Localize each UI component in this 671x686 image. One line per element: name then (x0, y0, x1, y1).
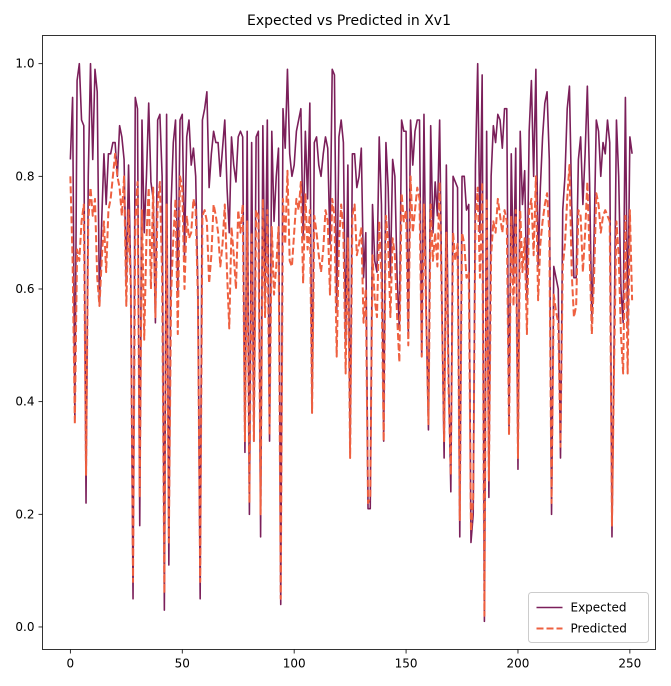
x-axis: 0 50 100 150 200 250 (67, 649, 641, 671)
x-tick-label: 200 (507, 657, 530, 671)
x-tick-label: 0 (67, 657, 75, 671)
legend-label-expected: Expected (571, 601, 627, 615)
y-tick-label: 1.0 (15, 57, 34, 71)
y-tick-label: 0.2 (15, 507, 34, 521)
x-tick-label: 100 (283, 657, 306, 671)
legend-box (528, 592, 649, 643)
chart-title: Expected vs Predicted in Xv1 (247, 13, 451, 29)
legend: Expected Predicted (528, 592, 649, 643)
y-tick-label: 0.4 (15, 395, 34, 409)
x-tick-label: 250 (618, 657, 641, 671)
legend-label-predicted: Predicted (571, 622, 627, 636)
plot-lines (69, 62, 634, 623)
series-line-predicted (69, 152, 634, 617)
x-tick-label: 150 (395, 657, 418, 671)
y-tick-label: 0.0 (15, 620, 34, 634)
x-tick-label: 50 (175, 657, 190, 671)
y-tick-label: 0.6 (15, 282, 34, 296)
y-axis: 0.0 0.2 0.4 0.6 0.8 1.0 (15, 57, 43, 634)
y-tick-label: 0.8 (15, 169, 34, 183)
plot-frame (42, 35, 656, 650)
